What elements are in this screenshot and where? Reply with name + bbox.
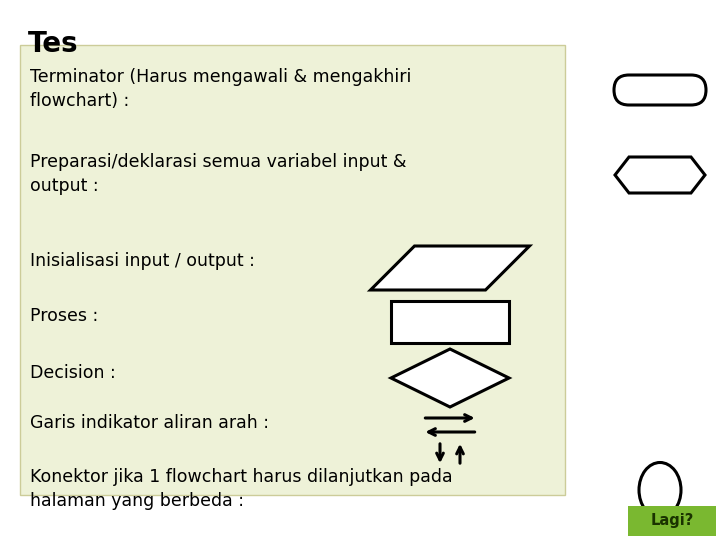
- Bar: [628, 506, 716, 536]
- Polygon shape: [371, 246, 529, 290]
- Text: Tes: Tes: [28, 30, 78, 58]
- Text: Inisialisasi input / output :: Inisialisasi input / output :: [30, 252, 255, 270]
- Polygon shape: [391, 349, 509, 407]
- Text: Garis indikator aliran arah :: Garis indikator aliran arah :: [30, 414, 269, 432]
- Ellipse shape: [639, 462, 681, 517]
- Text: Terminator (Harus mengawali & mengakhiri
flowchart) :: Terminator (Harus mengawali & mengakhiri…: [30, 69, 411, 110]
- Text: Proses :: Proses :: [30, 307, 98, 325]
- Text: Konektor jika 1 flowchart harus dilanjutkan pada
halaman yang berbeda :: Konektor jika 1 flowchart harus dilanjut…: [30, 468, 453, 510]
- FancyBboxPatch shape: [614, 75, 706, 105]
- Bar: [20, 45, 565, 495]
- Text: Preparasi/deklarasi semua variabel input &
output :: Preparasi/deklarasi semua variabel input…: [30, 153, 407, 195]
- Text: Lagi?: Lagi?: [650, 514, 693, 529]
- Polygon shape: [615, 157, 705, 193]
- Text: Decision :: Decision :: [30, 364, 116, 382]
- Bar: [391, 301, 509, 343]
